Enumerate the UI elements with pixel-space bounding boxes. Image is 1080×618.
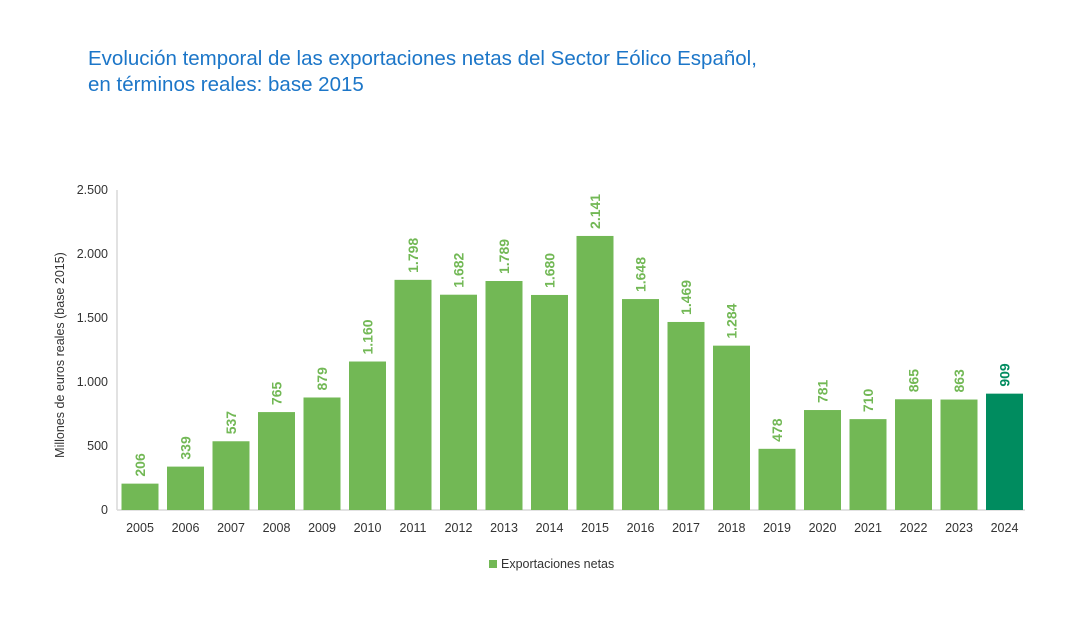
y-axis-title: Millones de euros reales (base 2015) bbox=[53, 252, 67, 458]
x-tick-label: 2021 bbox=[854, 521, 882, 535]
data-label-2017: 1.469 bbox=[678, 280, 694, 315]
data-label-2023: 863 bbox=[951, 369, 967, 393]
bar-2013 bbox=[485, 281, 523, 510]
data-label-2012: 1.682 bbox=[451, 252, 467, 287]
x-tick-label: 2011 bbox=[400, 521, 427, 535]
x-tick-label: 2015 bbox=[581, 521, 609, 535]
chart-title-line1: Evolución temporal de las exportaciones … bbox=[88, 47, 757, 70]
x-tick-label: 2022 bbox=[900, 521, 928, 535]
data-label-2022: 865 bbox=[906, 369, 922, 393]
x-tick-label: 2024 bbox=[991, 521, 1019, 535]
data-label-2018: 1.284 bbox=[724, 303, 740, 338]
bar-2005 bbox=[121, 483, 159, 510]
bar-2022 bbox=[895, 399, 932, 510]
x-tick-label: 2013 bbox=[490, 521, 518, 535]
x-tick-label: 2014 bbox=[536, 521, 564, 535]
bar-2016 bbox=[622, 299, 659, 510]
x-tick-label: 2005 bbox=[126, 521, 154, 535]
chart-title-line2: en términos reales: base 2015 bbox=[88, 73, 364, 96]
x-tick-label: 2006 bbox=[172, 521, 200, 535]
data-label-2015: 2.141 bbox=[587, 194, 603, 229]
bar-2009 bbox=[303, 397, 341, 510]
data-label-2009: 879 bbox=[314, 367, 330, 391]
y-tick-label: 1.500 bbox=[77, 311, 108, 325]
data-label-2005: 206 bbox=[132, 453, 148, 477]
legend-label: Exportaciones netas bbox=[501, 557, 614, 571]
x-tick-label: 2023 bbox=[945, 521, 973, 535]
bar-2017 bbox=[667, 321, 705, 510]
bar-2024 bbox=[986, 393, 1023, 510]
bar-2006 bbox=[167, 466, 204, 510]
data-label-2019: 478 bbox=[769, 418, 785, 442]
y-tick-label: 1.000 bbox=[77, 375, 108, 389]
bar-2020 bbox=[804, 410, 841, 510]
data-label-2021: 710 bbox=[860, 389, 876, 413]
x-tick-label: 2009 bbox=[308, 521, 336, 535]
data-label-2013: 1.789 bbox=[496, 239, 512, 274]
bar-2015 bbox=[576, 235, 614, 510]
data-label-2006: 339 bbox=[178, 436, 194, 460]
bar-2014 bbox=[531, 294, 568, 510]
data-label-2007: 537 bbox=[223, 411, 239, 435]
bar-2008 bbox=[258, 412, 295, 510]
bar-2018 bbox=[713, 345, 750, 510]
x-tick-label: 2017 bbox=[672, 521, 700, 535]
data-label-2010: 1.160 bbox=[360, 319, 376, 354]
y-tick-label: 2.000 bbox=[77, 247, 108, 261]
x-tick-label: 2007 bbox=[217, 521, 245, 535]
x-tick-label: 2020 bbox=[809, 521, 837, 535]
bar-2010 bbox=[349, 361, 386, 510]
y-tick-label: 2.500 bbox=[77, 183, 108, 197]
bar-2021 bbox=[849, 419, 887, 510]
y-tick-label: 0 bbox=[101, 503, 108, 517]
bar-2012 bbox=[440, 294, 477, 510]
chart-title: Evolución temporal de las exportaciones … bbox=[88, 46, 757, 98]
y-tick-label: 500 bbox=[87, 439, 108, 453]
bar-2011 bbox=[394, 279, 432, 510]
data-label-2016: 1.648 bbox=[633, 257, 649, 292]
bar-2007 bbox=[212, 441, 250, 510]
bar-2019 bbox=[758, 448, 796, 510]
data-label-2008: 765 bbox=[269, 382, 285, 406]
data-label-2024: 909 bbox=[997, 363, 1013, 387]
data-label-2014: 1.680 bbox=[542, 253, 558, 288]
data-label-2020: 781 bbox=[815, 379, 831, 403]
data-label-2011: 1.798 bbox=[405, 238, 421, 273]
x-tick-label: 2008 bbox=[263, 521, 291, 535]
x-tick-label: 2010 bbox=[354, 521, 382, 535]
x-tick-label: 2019 bbox=[763, 521, 791, 535]
x-tick-label: 2016 bbox=[627, 521, 655, 535]
legend-swatch bbox=[489, 560, 497, 568]
bar-2023 bbox=[940, 399, 978, 510]
x-tick-label: 2012 bbox=[445, 521, 473, 535]
x-tick-label: 2018 bbox=[718, 521, 746, 535]
